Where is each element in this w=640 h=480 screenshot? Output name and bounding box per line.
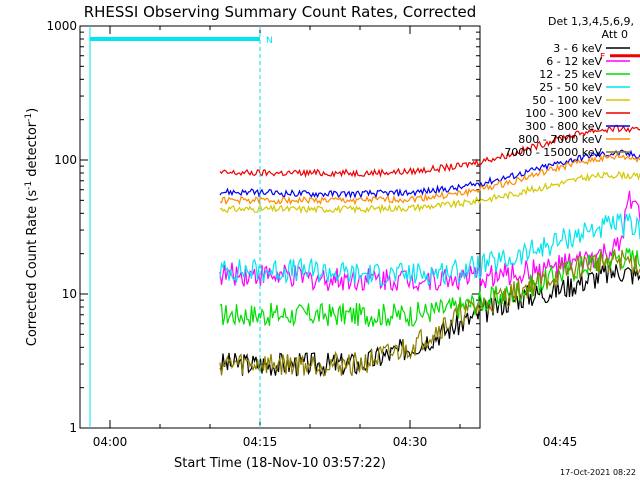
legend-label-0: 3 - 6 keV: [553, 42, 602, 55]
series-line-1: [219, 190, 640, 293]
legend-label-2: 12 - 25 keV: [539, 68, 602, 81]
legend-label-3: 25 - 50 keV: [539, 81, 602, 94]
annotation-layer: NF: [89, 26, 640, 428]
series-line-0: [219, 261, 640, 378]
legend-label-4: 50 - 100 keV: [532, 94, 602, 107]
y-label-sup1: -1: [24, 181, 34, 190]
series-line-8: [219, 249, 640, 377]
series-line-2: [219, 248, 640, 328]
y-tick-label: 10: [62, 287, 77, 301]
legend-header-line2: Att 0: [602, 28, 628, 41]
y-tick-label: 1: [69, 421, 77, 435]
date-stamp: 17-Oct-2021 08:22: [560, 468, 636, 477]
flare-label: F: [600, 53, 605, 63]
series-layer: [219, 124, 640, 378]
y-label-part2: detector: [25, 121, 40, 181]
y-label-sup2: -1: [24, 113, 34, 122]
series-line-7: [219, 153, 640, 206]
legend-label-1: 6 - 12 keV: [546, 55, 602, 68]
x-tick-label: 04:00: [93, 435, 128, 449]
y-axis: 1 10 100 1000: [46, 19, 480, 435]
x-tick-label: 04:30: [393, 435, 428, 449]
x-tick-label: 04:45: [543, 435, 578, 449]
y-label-part3: ): [25, 108, 40, 113]
series-line-6: [219, 149, 640, 199]
x-tick-label: 04:15: [243, 435, 278, 449]
legend-label-8: 7000 - 15000 keV: [504, 146, 602, 159]
legend-label-6: 300 - 800 keV: [525, 120, 602, 133]
series-line-4: [219, 170, 640, 215]
legend-label-5: 100 - 300 keV: [525, 107, 602, 120]
chart-title: RHESSI Observing Summary Count Rates, Co…: [84, 3, 477, 21]
x-axis-label: Start Time (18-Nov-10 03:57:22): [174, 456, 386, 471]
y-tick-label: 1000: [46, 19, 77, 33]
y-axis-label: Corrected Count Rate (s-1 detector-1): [24, 108, 40, 346]
y-label-part1: Corrected Count Rate (s: [25, 190, 40, 347]
night-label: N: [266, 36, 273, 46]
series-line-3: [219, 212, 640, 287]
y-tick-label: 100: [54, 153, 77, 167]
legend-label-7: 800 - 7000 keV: [518, 133, 602, 146]
series-line-5: [219, 124, 640, 179]
plot-frame: [79, 25, 481, 429]
legend-header-line1: Det 1,3,4,5,6,9,: [548, 15, 634, 28]
